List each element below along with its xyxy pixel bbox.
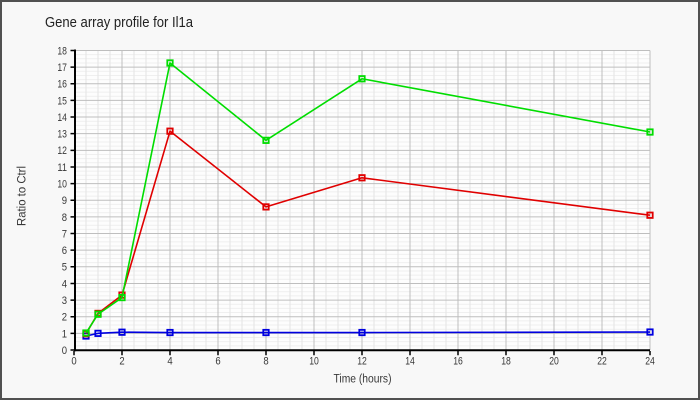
svg-text:3: 3 bbox=[62, 295, 67, 307]
svg-text:18: 18 bbox=[57, 45, 67, 57]
svg-text:24: 24 bbox=[645, 356, 655, 368]
svg-text:6: 6 bbox=[215, 356, 220, 368]
svg-text:12: 12 bbox=[57, 145, 67, 157]
svg-text:12: 12 bbox=[357, 356, 367, 368]
svg-text:11: 11 bbox=[57, 162, 67, 174]
svg-text:4: 4 bbox=[167, 356, 172, 368]
svg-text:2: 2 bbox=[62, 312, 67, 324]
svg-text:Ratio to Ctrl: Ratio to Ctrl bbox=[17, 166, 29, 226]
svg-text:8: 8 bbox=[263, 356, 268, 368]
svg-text:Gene array profile for Il1a: Gene array profile for Il1a bbox=[45, 14, 194, 31]
svg-text:16: 16 bbox=[57, 79, 67, 91]
svg-text:18: 18 bbox=[501, 356, 511, 368]
svg-text:17: 17 bbox=[57, 62, 67, 74]
svg-text:20: 20 bbox=[549, 356, 559, 368]
svg-text:9: 9 bbox=[62, 195, 67, 207]
svg-text:10: 10 bbox=[57, 179, 67, 191]
svg-text:14: 14 bbox=[57, 112, 67, 124]
svg-text:22: 22 bbox=[597, 356, 607, 368]
svg-text:0: 0 bbox=[71, 356, 76, 368]
svg-text:13: 13 bbox=[57, 129, 67, 141]
svg-text:7: 7 bbox=[62, 228, 67, 240]
svg-text:15: 15 bbox=[57, 95, 67, 107]
svg-text:6: 6 bbox=[62, 245, 67, 257]
svg-text:5: 5 bbox=[62, 262, 67, 274]
svg-text:10: 10 bbox=[309, 356, 319, 368]
svg-text:14: 14 bbox=[405, 356, 415, 368]
svg-text:Time (hours): Time (hours) bbox=[334, 373, 392, 385]
svg-text:1: 1 bbox=[62, 328, 67, 340]
svg-text:2: 2 bbox=[119, 356, 124, 368]
svg-text:16: 16 bbox=[453, 356, 463, 368]
svg-text:4: 4 bbox=[62, 278, 67, 290]
svg-text:8: 8 bbox=[62, 212, 67, 224]
svg-text:0: 0 bbox=[62, 345, 67, 357]
